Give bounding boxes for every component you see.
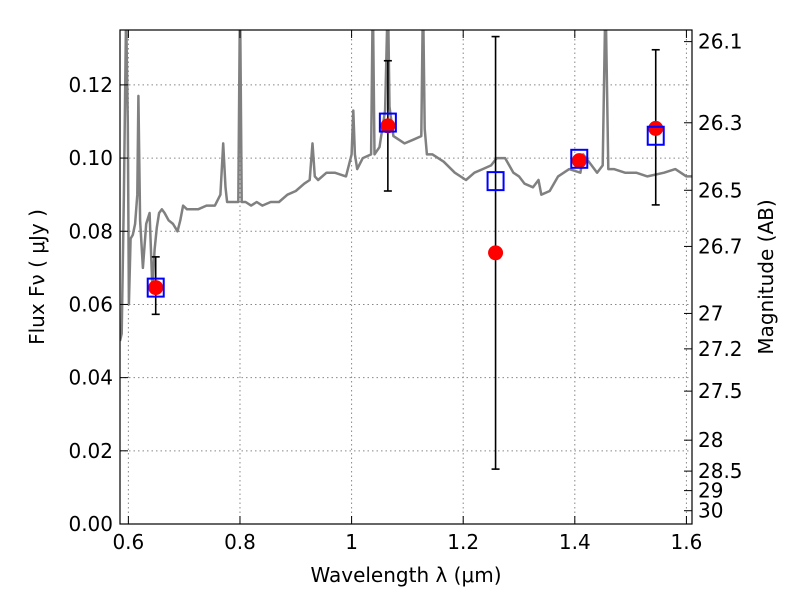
y-tick-label: 0.06: [68, 292, 113, 316]
y2-tick-label: 26.1: [698, 30, 743, 54]
observed-point: [380, 118, 396, 134]
observed-point: [488, 245, 504, 261]
x-axis-label: Wavelength λ (μm): [310, 563, 501, 587]
x-tick-label: 1: [345, 530, 358, 554]
plot-frame: [119, 29, 693, 525]
spectrum-layer: [120, 30, 692, 342]
y-tick-label: 0.12: [68, 73, 113, 97]
y2-tick-label: 27.5: [698, 379, 743, 403]
plot-background: [120, 30, 692, 524]
model-point: [570, 148, 589, 169]
axes-ticks: 0.6 0.8 1 1.2 1.4 1.6 0.00 0.02 0.04 0.06 0.08 0.10…: [68, 30, 742, 554]
y2-tick-label: 28: [698, 428, 723, 452]
y2-tick-label: 27.2: [698, 337, 743, 361]
y-tick-label: 0.10: [68, 146, 113, 170]
y-tick-label: 0.04: [68, 366, 113, 390]
observed-point: [571, 153, 587, 169]
y2-tick-label: 27: [698, 301, 723, 325]
y2-tick-label: 29: [698, 479, 723, 503]
x-tick-label: 0.8: [224, 530, 256, 554]
x-tick-label: 1.2: [447, 530, 479, 554]
y2-tick-label: 26.7: [698, 234, 743, 258]
y2-tick-label: 26.5: [698, 178, 743, 202]
model-point: [646, 125, 665, 146]
y2-tick-label: 30: [698, 499, 723, 523]
y2-tick-label: 28.5: [698, 459, 743, 483]
y2-tick-label: 26.3: [698, 111, 743, 135]
spectrum-line: [120, 30, 692, 342]
x-tick-label: 1.6: [671, 530, 703, 554]
y-axis-label: Flux Fν ( μJy ): [25, 209, 49, 345]
y-tick-label: 0.00: [68, 512, 113, 536]
y-tick-label: 0.08: [68, 219, 113, 243]
y-tick-label: 0.02: [68, 439, 113, 463]
model-point: [486, 171, 505, 192]
model-point: [378, 112, 397, 133]
x-tick-label: 1.4: [559, 530, 591, 554]
x-tick-label: 0.6: [112, 530, 144, 554]
y2-axis-label: Magnitude (AB): [754, 199, 778, 354]
photometry-layer: [146, 35, 665, 470]
observed-point: [148, 280, 164, 296]
observed-point: [648, 120, 664, 136]
model-point: [146, 277, 165, 298]
